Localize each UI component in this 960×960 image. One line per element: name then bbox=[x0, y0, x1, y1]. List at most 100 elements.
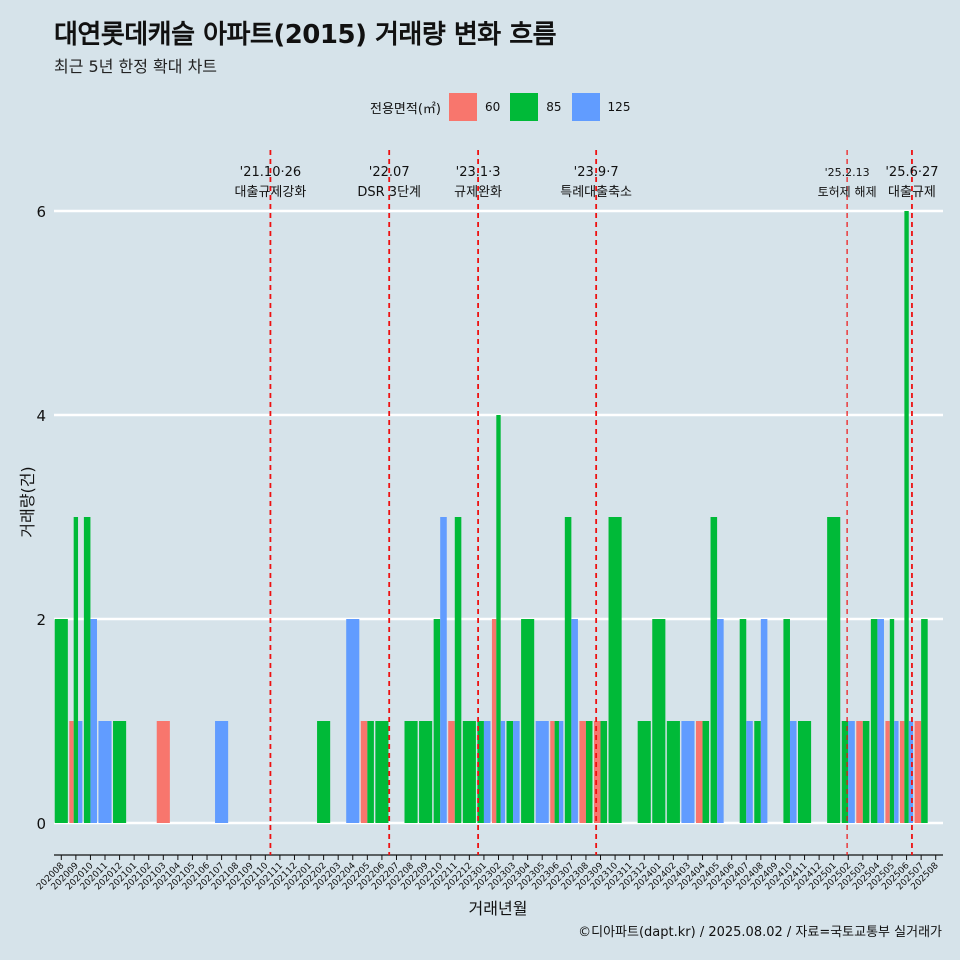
bar bbox=[83, 517, 91, 823]
bar bbox=[448, 721, 455, 823]
bar bbox=[433, 619, 441, 823]
bar bbox=[789, 721, 797, 823]
bar bbox=[894, 721, 899, 823]
event-label: 대출규제 bbox=[888, 185, 936, 200]
bar bbox=[521, 619, 535, 823]
event-date: '23.1·3 bbox=[456, 165, 501, 180]
bar bbox=[558, 721, 564, 823]
y-tick-label: 0 bbox=[36, 815, 46, 833]
bar bbox=[579, 721, 586, 823]
event-date: '21.10·26 bbox=[240, 165, 301, 180]
bar bbox=[746, 721, 753, 823]
bar bbox=[78, 721, 83, 823]
bar bbox=[608, 517, 622, 823]
bar bbox=[90, 619, 97, 823]
event-label: 특례대출축소 bbox=[560, 185, 632, 200]
bar bbox=[717, 619, 724, 823]
bar bbox=[856, 721, 863, 823]
bar bbox=[440, 517, 447, 823]
bar bbox=[215, 721, 229, 823]
bar bbox=[98, 721, 112, 823]
bar bbox=[500, 721, 506, 823]
legend-label-60: 60 bbox=[484, 100, 501, 114]
legend-swatch-85 bbox=[510, 93, 539, 121]
bar bbox=[710, 517, 718, 823]
bar bbox=[841, 721, 849, 823]
bar bbox=[681, 721, 695, 823]
bar bbox=[848, 721, 855, 823]
bar bbox=[921, 619, 928, 823]
bar bbox=[914, 721, 922, 823]
bar bbox=[554, 721, 559, 823]
x-axis-title: 거래년월 bbox=[469, 899, 528, 918]
bar bbox=[477, 721, 484, 823]
legend-item-60: 60 bbox=[448, 93, 501, 121]
bar bbox=[600, 721, 608, 823]
bar bbox=[797, 721, 812, 823]
bar bbox=[550, 721, 555, 823]
bar bbox=[483, 721, 491, 823]
bar bbox=[637, 721, 651, 823]
y-tick-label: 2 bbox=[36, 611, 46, 629]
event-date: '25.2.13 bbox=[825, 166, 870, 179]
chart-title: 대연롯데캐슬 아파트(2015) 거래량 변화 흐름 bbox=[54, 20, 557, 50]
event-date: '25.6·27 bbox=[885, 165, 938, 180]
y-tick-label: 6 bbox=[36, 203, 46, 221]
bar bbox=[652, 619, 666, 823]
bar bbox=[54, 619, 68, 823]
legend-item-85: 85 bbox=[510, 93, 562, 121]
bar bbox=[877, 619, 884, 823]
legend-label-125: 125 bbox=[607, 100, 631, 114]
chart-subtitle: 최근 5년 한정 확대 차트 bbox=[54, 57, 218, 76]
legend-swatch-60 bbox=[448, 93, 477, 121]
legend-item-125: 125 bbox=[571, 93, 631, 121]
y-axis-title: 거래량(건) bbox=[18, 466, 37, 537]
bar bbox=[346, 619, 360, 823]
y-tick-label: 4 bbox=[36, 407, 46, 425]
bar bbox=[419, 721, 433, 823]
bar bbox=[900, 721, 905, 823]
bar bbox=[754, 721, 761, 823]
bar bbox=[73, 517, 79, 823]
bar bbox=[908, 721, 914, 823]
bar bbox=[593, 721, 601, 823]
bar bbox=[69, 721, 74, 823]
bar bbox=[513, 721, 520, 823]
event-label: 토허제 해제 bbox=[818, 185, 877, 199]
bar bbox=[666, 721, 680, 823]
legend-label-85: 85 bbox=[546, 100, 562, 114]
bar bbox=[585, 721, 593, 823]
bar bbox=[454, 517, 462, 823]
bar bbox=[496, 415, 501, 823]
legend-swatch-125 bbox=[571, 93, 600, 121]
bar bbox=[360, 721, 368, 823]
bar bbox=[739, 619, 747, 823]
event-date: '22.07 bbox=[369, 165, 410, 180]
bar bbox=[870, 619, 878, 823]
bar bbox=[760, 619, 768, 823]
bar bbox=[404, 721, 418, 823]
bar bbox=[904, 211, 909, 823]
legend: 전용면적(㎡) 60 85 125 bbox=[370, 93, 640, 121]
bar bbox=[491, 619, 497, 823]
bar bbox=[375, 721, 389, 823]
bar bbox=[571, 619, 578, 823]
bar bbox=[156, 721, 170, 823]
legend-title: 전용면적(㎡) bbox=[370, 101, 441, 117]
bar bbox=[862, 721, 870, 823]
bar bbox=[783, 619, 790, 823]
bar bbox=[317, 721, 331, 823]
bar bbox=[564, 517, 572, 823]
event-label: 대출규제강화 bbox=[235, 185, 307, 200]
bar bbox=[889, 619, 895, 823]
bar bbox=[827, 517, 841, 823]
bar bbox=[113, 721, 127, 823]
chart-caption: ©디아파트(dapt.kr) / 2025.08.02 / 자료=국토교통부 실… bbox=[578, 925, 942, 940]
bar bbox=[462, 721, 476, 823]
bar bbox=[702, 721, 710, 823]
event-date: '23.9·7 bbox=[574, 165, 619, 180]
bar bbox=[695, 721, 703, 823]
bar bbox=[535, 721, 549, 823]
bar bbox=[367, 721, 374, 823]
